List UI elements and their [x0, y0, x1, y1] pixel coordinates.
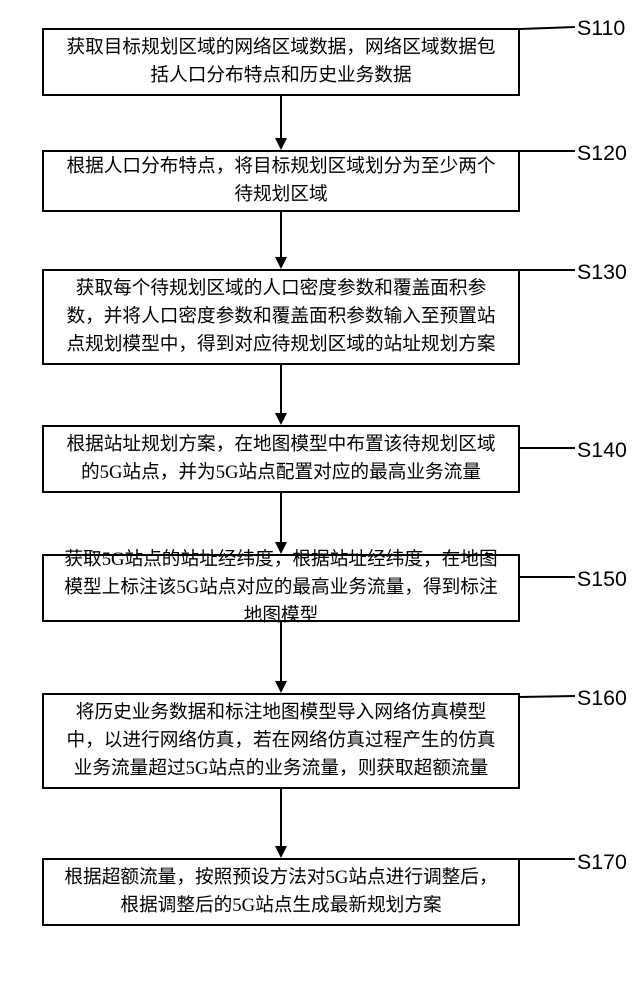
flow-arrow	[269, 365, 293, 425]
flow-node-text: 获取5G站点的站址经纬度，根据站址经纬度，在地图模型上标注该5G站点对应的最高业…	[58, 546, 504, 630]
flow-arrow	[269, 622, 293, 693]
flow-node-s170: 根据超额流量，按照预设方法对5G站点进行调整后，根据调整后的5G站点生成最新规划…	[42, 858, 520, 926]
label-leader	[520, 576, 575, 578]
step-label-s120: S120	[577, 141, 627, 166]
flow-node-text: 获取目标规划区域的网络区域数据，网络区域数据包括人口分布特点和历史业务数据	[58, 34, 504, 90]
label-leader	[520, 447, 575, 449]
flow-arrow	[269, 493, 293, 554]
label-leader	[520, 858, 575, 860]
label-leader	[520, 269, 575, 271]
flow-node-text: 根据人口分布特点，将目标规划区域划分为至少两个待规划区域	[58, 153, 504, 209]
flowchart-canvas: 获取目标规划区域的网络区域数据，网络区域数据包括人口分布特点和历史业务数据根据人…	[0, 0, 642, 1000]
flow-arrow	[269, 212, 293, 269]
flow-node-text: 根据超额流量，按照预设方法对5G站点进行调整后，根据调整后的5G站点生成最新规划…	[58, 864, 504, 920]
flow-node-s120: 根据人口分布特点，将目标规划区域划分为至少两个待规划区域	[42, 150, 520, 212]
flow-node-s140: 根据站址规划方案，在地图模型中布置该待规划区域的5G站点，并为5G站点配置对应的…	[42, 425, 520, 493]
step-label-s140: S140	[577, 438, 627, 463]
flow-arrow	[269, 789, 293, 858]
step-label-s130: S130	[577, 260, 627, 285]
label-leader	[520, 26, 575, 30]
flow-node-text: 根据站址规划方案，在地图模型中布置该待规划区域的5G站点，并为5G站点配置对应的…	[58, 431, 504, 487]
step-label-s150: S150	[577, 567, 627, 592]
step-label-s160: S160	[577, 686, 627, 711]
flow-node-text: 获取每个待规划区域的人口密度参数和覆盖面积参数，并将人口密度参数和覆盖面积参数输…	[58, 275, 504, 359]
label-leader	[520, 150, 575, 152]
step-label-s170: S170	[577, 850, 627, 875]
flow-node-s110: 获取目标规划区域的网络区域数据，网络区域数据包括人口分布特点和历史业务数据	[42, 28, 520, 96]
flow-node-s150: 获取5G站点的站址经纬度，根据站址经纬度，在地图模型上标注该5G站点对应的最高业…	[42, 554, 520, 622]
label-leader	[520, 695, 575, 698]
flow-arrow	[269, 96, 293, 150]
flow-node-s160: 将历史业务数据和标注地图模型导入网络仿真模型中，以进行网络仿真，若在网络仿真过程…	[42, 693, 520, 789]
flow-node-text: 将历史业务数据和标注地图模型导入网络仿真模型中，以进行网络仿真，若在网络仿真过程…	[58, 699, 504, 783]
step-label-s110: S110	[577, 16, 625, 41]
flow-node-s130: 获取每个待规划区域的人口密度参数和覆盖面积参数，并将人口密度参数和覆盖面积参数输…	[42, 269, 520, 365]
